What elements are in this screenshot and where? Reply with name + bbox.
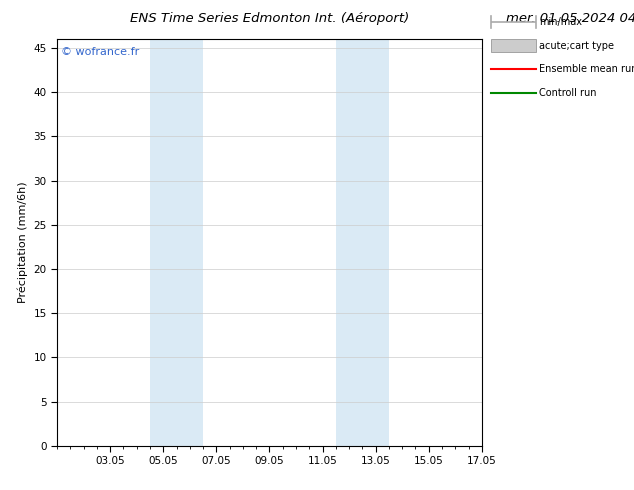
Text: mer. 01.05.2024 04 UTC: mer. 01.05.2024 04 UTC <box>506 12 634 25</box>
Text: min/max: min/max <box>539 17 582 27</box>
Bar <box>336 39 389 446</box>
Text: acute;cart type: acute;cart type <box>539 41 614 50</box>
Text: © wofrance.fr: © wofrance.fr <box>61 48 139 57</box>
Bar <box>150 39 203 446</box>
Text: ENS Time Series Edmonton Int. (Aéroport): ENS Time Series Edmonton Int. (Aéroport) <box>130 12 409 25</box>
Text: Controll run: Controll run <box>539 88 597 98</box>
Y-axis label: Précipitation (mm/6h): Précipitation (mm/6h) <box>17 182 28 303</box>
Text: Ensemble mean run: Ensemble mean run <box>539 64 634 74</box>
